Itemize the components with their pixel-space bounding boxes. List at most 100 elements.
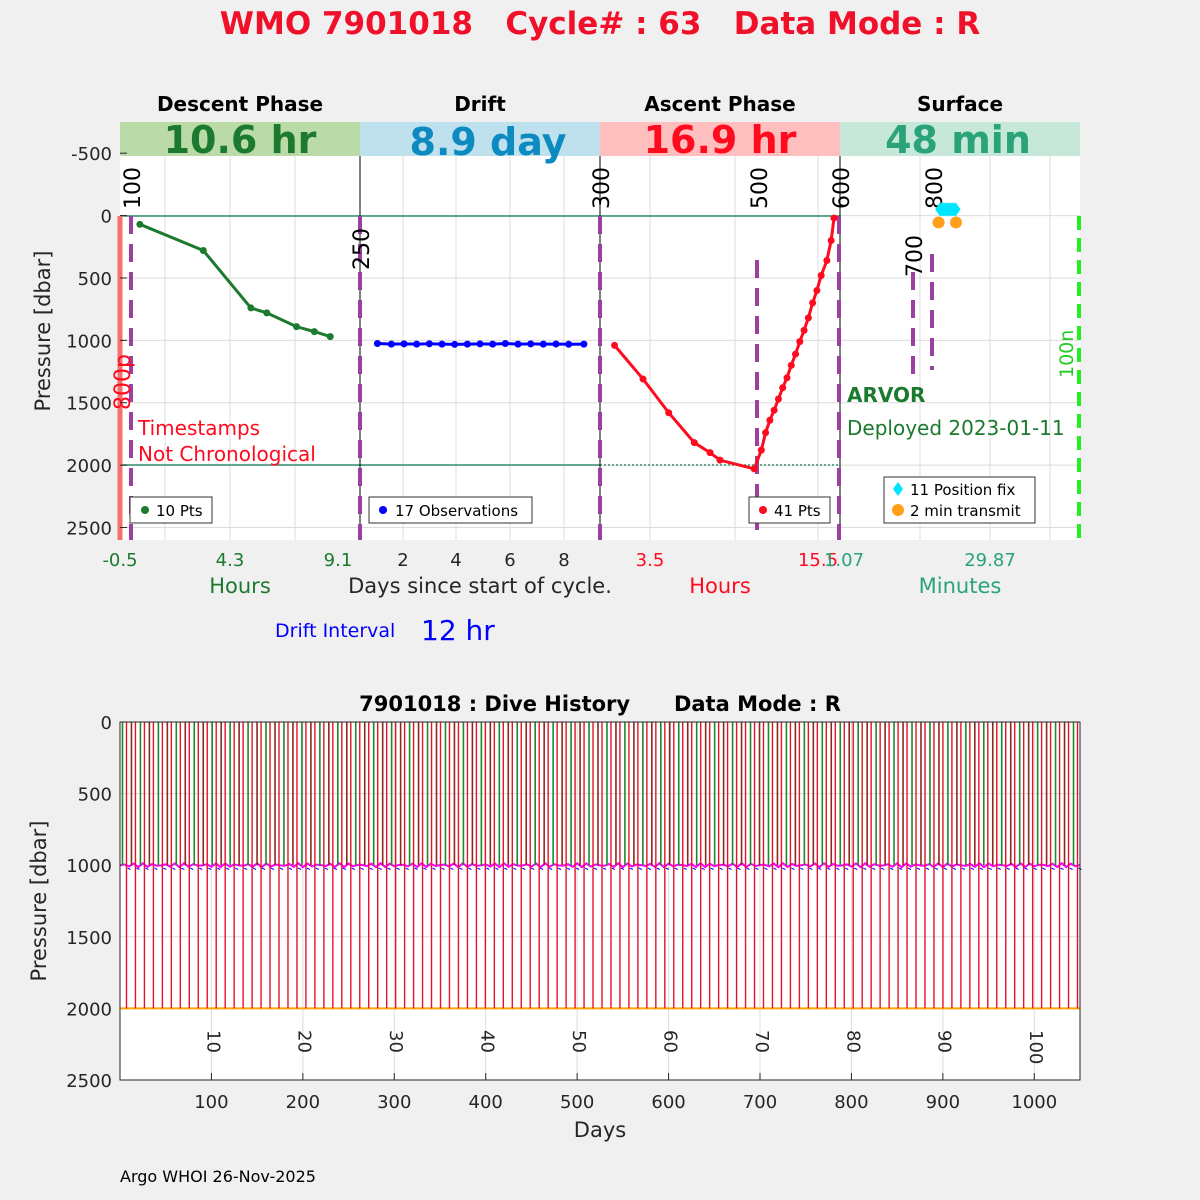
ascent-data-point xyxy=(750,465,758,473)
top-y-axis: -500 0 500 1000 1500 2000 2500 xyxy=(66,144,127,540)
top-y-tick-label: 2000 xyxy=(66,456,112,477)
history-drift-trace xyxy=(486,867,490,870)
history-drift-trace xyxy=(154,867,158,870)
history-drift-trace xyxy=(208,867,212,870)
surface-legend: 11 Position fix 2 min transmit xyxy=(883,476,1036,524)
ascent-data-point xyxy=(774,395,782,403)
history-drift-trace xyxy=(261,867,266,870)
ascent-data-point xyxy=(813,286,821,294)
drift-x-tick-1: 4 xyxy=(450,550,461,571)
history-drift-trace xyxy=(970,867,975,870)
history-drift-trace xyxy=(225,867,230,870)
history-drift-trace xyxy=(1069,867,1073,870)
marker-label-600: 600 xyxy=(830,167,855,209)
history-drift-trace xyxy=(351,867,355,870)
descent-data-point xyxy=(247,304,255,312)
history-drift-trace xyxy=(1024,867,1028,870)
legend-marker-drift xyxy=(379,506,387,514)
dive-history-frame xyxy=(119,721,1081,1081)
drift-data-point xyxy=(527,340,535,348)
history-y-tick-label: 0 xyxy=(101,713,112,734)
surface-legend-fix-label: 11 Position fix xyxy=(910,481,1015,499)
history-drift-trace xyxy=(916,867,921,870)
descent-legend: 10 Pts xyxy=(129,496,213,524)
page-title: WMO 7901018 Cycle# : 63 Data Mode : R xyxy=(220,6,981,42)
history-drift-trace xyxy=(405,867,409,870)
history-drift-trace xyxy=(450,867,454,870)
surface-x-axis-label: Minutes xyxy=(919,574,1002,598)
history-drift-trace xyxy=(136,867,140,870)
descent-data-point xyxy=(293,323,301,331)
deployment-date: Deployed 2023-01-11 xyxy=(847,416,1065,440)
dive-history-y-axis: 0 500 1000 1500 2000 2500 xyxy=(66,713,112,1092)
history-x-tick-label: 800 xyxy=(834,1092,868,1113)
history-cycle-label: 60 xyxy=(659,1030,680,1053)
history-drift-trace xyxy=(522,867,526,870)
history-drift-trace xyxy=(387,867,391,870)
history-drift-trace xyxy=(818,867,822,870)
marker-label-250: 250 xyxy=(350,228,375,270)
surface-legend-transmit-label: 2 min transmit xyxy=(910,502,1021,520)
drift-data-point xyxy=(501,339,509,347)
drift-data-point xyxy=(565,340,573,348)
surface-phase-title: Surface xyxy=(917,92,1003,116)
top-y-tick-label: 2500 xyxy=(66,519,112,540)
history-y-tick-label: 1500 xyxy=(66,928,112,949)
drift-data-point xyxy=(438,340,446,348)
history-drift-trace xyxy=(620,867,625,870)
drift-phase-title: Drift xyxy=(454,92,506,116)
history-drift-trace xyxy=(827,867,831,870)
history-drift-trace xyxy=(423,867,427,870)
history-drift-trace xyxy=(297,867,302,870)
surface-duration: 48 min xyxy=(885,118,1031,162)
history-drift-trace xyxy=(279,867,284,870)
history-drift-trace xyxy=(656,867,661,870)
history-drift-trace xyxy=(1006,867,1010,870)
drift-interval-value: 12 hr xyxy=(421,614,495,647)
top-y-tick-label: 500 xyxy=(78,269,112,290)
drift-data-point xyxy=(514,340,522,348)
ascent-data-point xyxy=(800,326,808,334)
drift-x-axis-label: Days since start of cycle. xyxy=(348,574,612,598)
platform-type: ARVOR xyxy=(847,383,925,407)
history-drift-trace xyxy=(665,867,669,870)
descent-data-point xyxy=(136,220,144,228)
drift-data-point xyxy=(400,340,408,348)
history-drift-trace xyxy=(943,867,948,870)
drift-duration-banner xyxy=(360,122,600,156)
marker-label-800: 800 xyxy=(923,167,948,209)
top-y-tick-label: 1000 xyxy=(66,331,112,352)
history-x-tick-label: 300 xyxy=(377,1092,411,1113)
history-drift-trace xyxy=(396,867,400,870)
history-drift-trace xyxy=(378,867,382,870)
ascent-data-point xyxy=(783,374,791,382)
descent-phase-title: Descent Phase xyxy=(157,92,323,116)
history-drift-trace xyxy=(234,867,239,870)
ascent-data-point xyxy=(716,456,724,464)
history-cycle-label: 50 xyxy=(568,1030,589,1053)
history-drift-trace xyxy=(315,867,320,870)
warning-line-2: Not Chronological xyxy=(138,442,316,466)
history-drift-trace xyxy=(477,867,481,870)
drift-data-point xyxy=(413,340,421,348)
history-drift-trace xyxy=(566,867,571,870)
history-x-tick-label: 600 xyxy=(651,1092,685,1113)
top-y-tick-label: -500 xyxy=(71,144,112,165)
history-drift-trace xyxy=(1060,867,1064,870)
history-drift-trace xyxy=(674,867,678,870)
history-drift-trace xyxy=(531,867,535,870)
history-cycle-label: 40 xyxy=(477,1030,498,1053)
history-drift-trace xyxy=(1033,867,1037,870)
history-drift-trace xyxy=(127,867,131,870)
history-drift-trace xyxy=(836,867,840,870)
history-x-tick-label: 100 xyxy=(194,1092,228,1113)
history-drift-trace xyxy=(1051,867,1055,870)
top-y-tick-label: 1500 xyxy=(66,394,112,415)
descent-x-tick-2: 9.1 xyxy=(324,550,353,571)
history-drift-trace xyxy=(737,867,741,870)
surface-duration-banner xyxy=(840,122,1080,156)
top-y-tick-label: 0 xyxy=(101,207,112,228)
surface-transmit-point xyxy=(932,216,945,229)
drift-duration: 8.9 day xyxy=(410,120,567,164)
history-drift-trace xyxy=(782,867,786,870)
